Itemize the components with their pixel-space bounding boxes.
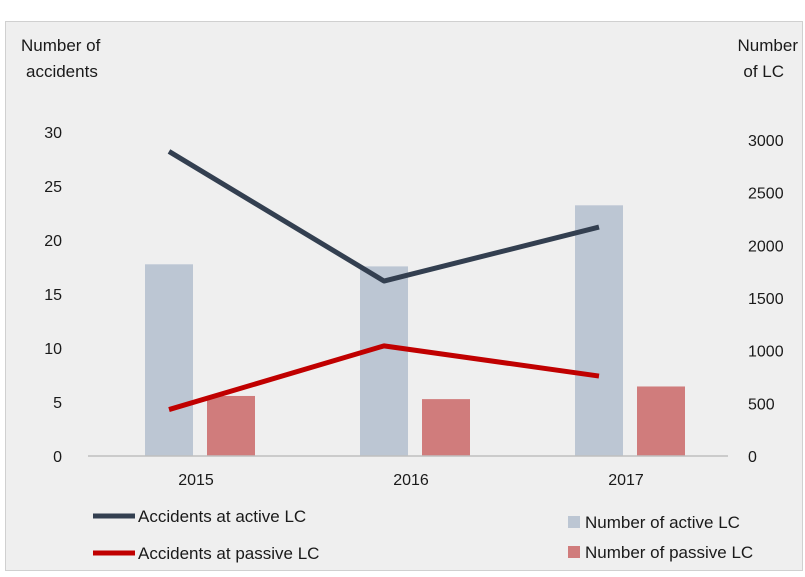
right-axis-title-line-1: Number (738, 36, 799, 55)
left-tick-15: 15 (44, 287, 62, 304)
left-tick-10: 10 (44, 341, 62, 358)
legend: Accidents at active LC Accidents at pass… (93, 507, 753, 563)
legend-label-accidents-active: Accidents at active LC (138, 507, 306, 526)
legend-swatch-passive-lc (568, 546, 580, 558)
right-tick-500: 500 (748, 396, 775, 413)
left-tick-20: 20 (44, 233, 62, 250)
right-tick-2000: 2000 (748, 238, 784, 255)
right-tick-0: 0 (748, 449, 757, 466)
left-tick-25: 25 (44, 179, 62, 196)
legend-swatch-active-lc (568, 516, 580, 528)
bar-active-lc-2017 (575, 205, 623, 456)
left-axis-ticks: 0 5 10 15 20 25 30 (44, 125, 62, 466)
x-tick-2015: 2015 (178, 472, 214, 489)
chart-frame: Number of accidents Number of LC 0 5 10 15 2… (5, 21, 803, 571)
right-tick-2500: 2500 (748, 186, 784, 203)
right-axis-title-line-2: of LC (743, 62, 784, 81)
left-tick-5: 5 (53, 395, 62, 412)
bar-passive-lc-2015 (207, 395, 255, 456)
left-tick-30: 30 (44, 125, 62, 142)
legend-label-accidents-passive: Accidents at passive LC (138, 544, 319, 563)
line-accidents-active (167, 149, 600, 284)
left-axis-title-line-2: accidents (26, 62, 98, 81)
left-tick-0: 0 (53, 449, 62, 466)
bars-layer (145, 205, 685, 456)
bar-passive-lc-2016 (422, 399, 470, 456)
left-axis-title-line-1: Number of (21, 36, 101, 55)
x-tick-2017: 2017 (608, 472, 644, 489)
line-accidents-passive (168, 343, 600, 412)
bar-active-lc-2016 (360, 266, 408, 456)
x-tick-2016: 2016 (393, 472, 429, 489)
right-tick-1000: 1000 (748, 344, 784, 361)
legend-label-passive-lc: Number of passive LC (585, 543, 753, 562)
x-axis-ticks: 2015 2016 2017 (178, 472, 644, 489)
right-tick-3000: 3000 (748, 133, 784, 150)
right-axis-ticks: 0 500 1000 1500 2000 2500 3000 (748, 133, 784, 466)
accidents-chart: Number of accidents Number of LC 0 5 10 15 2… (21, 36, 799, 563)
lines-layer (167, 149, 600, 412)
bar-passive-lc-2017 (637, 386, 685, 456)
right-tick-1500: 1500 (748, 291, 784, 308)
bar-active-lc-2015 (145, 264, 193, 456)
legend-label-active-lc: Number of active LC (585, 513, 740, 532)
